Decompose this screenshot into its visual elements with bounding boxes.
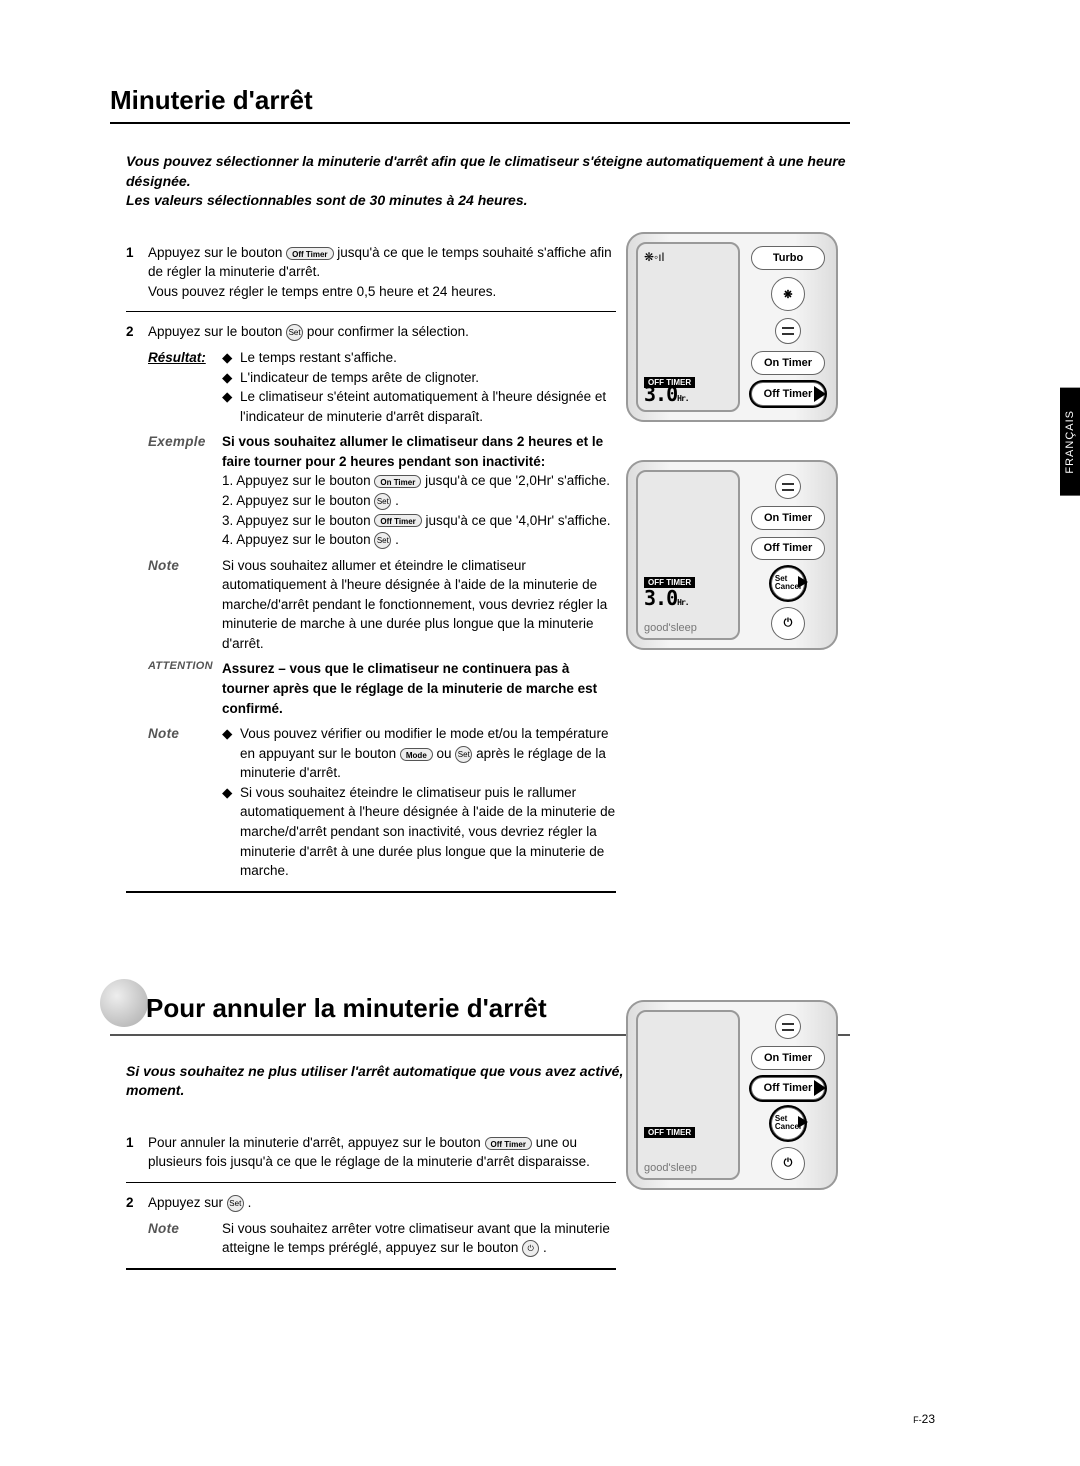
- goodsleep-label: good'sleep: [644, 622, 697, 634]
- offtimer-icon: Off Timer: [286, 247, 333, 260]
- bullet-icon: ◆: [222, 387, 234, 426]
- exemple-label: Exemple: [148, 432, 222, 549]
- remote-illustration-1: ❋◦ıl OFF TIMER 3.0Hr. Turbo ❋ On Timer O…: [626, 232, 838, 422]
- ontimer-button[interactable]: On Timer: [751, 351, 825, 375]
- text: Appuyez sur le bouton: [148, 245, 286, 260]
- ontimer-button[interactable]: On Timer: [751, 506, 825, 529]
- section1-intro: Vous pouvez sélectionner la minuterie d'…: [126, 152, 850, 211]
- step-body: Appuyez sur le bouton Set pour confirmer…: [148, 322, 616, 880]
- power-button[interactable]: ⏻: [771, 1147, 805, 1180]
- pointer-icon: [798, 576, 808, 588]
- note-label: Note: [148, 1219, 222, 1258]
- step-number: 1: [126, 1133, 148, 1172]
- intro-line2: Les valeurs sélectionnables sont de 30 m…: [126, 191, 850, 211]
- fan-icon: ❋◦ıl: [644, 250, 732, 264]
- text: 2. Appuyez sur le bouton: [222, 493, 374, 508]
- swing-button[interactable]: [775, 474, 801, 499]
- goodsleep-label: good'sleep: [644, 1162, 697, 1174]
- text: L'indicateur de temps arête de clignoter…: [240, 368, 479, 388]
- text: pour confirmer la sélection.: [307, 324, 469, 339]
- set-icon: Set: [286, 324, 303, 341]
- text: Appuyez sur le bouton: [148, 324, 286, 339]
- step-1b: 1 Pour annuler la minuterie d'arrêt, app…: [126, 1123, 616, 1183]
- exemple-heading: Si vous souhaitez allumer le climatiseur…: [222, 432, 616, 471]
- remote-screen: OFF TIMER good'sleep: [636, 1010, 740, 1180]
- remote-screen: OFF TIMER 3.0Hr. good'sleep: [636, 470, 740, 640]
- intro-line1: Vous pouvez sélectionner la minuterie d'…: [126, 152, 850, 191]
- attention-label: ATTENTION: [148, 659, 222, 718]
- digital-time: 3.0Hr.: [644, 382, 689, 406]
- note-label: Note: [148, 724, 222, 881]
- fan-button[interactable]: ❋: [771, 277, 805, 311]
- text: .: [543, 1240, 547, 1255]
- bullet-icon: ◆: [222, 724, 234, 783]
- text: Le climatiseur s'éteint automatiquement …: [240, 387, 616, 426]
- set-icon: Set: [227, 1195, 244, 1212]
- bullet-icon: ◆: [222, 348, 234, 368]
- text: Pour annuler la minuterie d'arrêt, appuy…: [148, 1135, 485, 1150]
- set-icon: Set: [374, 493, 391, 510]
- mode-icon: Mode: [400, 748, 433, 761]
- page-number: F-23: [913, 1412, 935, 1426]
- set-icon: Set: [455, 746, 472, 763]
- note-text: Si vous souhaitez allumer et éteindre le…: [222, 556, 616, 654]
- text: jusqu'à ce que '4,0Hr' s'affiche.: [422, 513, 611, 528]
- text: Vous pouvez régler le temps entre 0,5 he…: [148, 282, 616, 302]
- text: .: [248, 1195, 252, 1210]
- offtimer-icon: Off Timer: [485, 1137, 532, 1150]
- step-body: Appuyez sur le bouton Off Timer jusqu'à …: [148, 243, 616, 302]
- text: Appuyez sur: [148, 1195, 227, 1210]
- remote-screen: ❋◦ıl OFF TIMER 3.0Hr.: [636, 242, 740, 412]
- text: jusqu'à ce que '2,0Hr' s'affiche.: [421, 473, 610, 488]
- text: 3. Appuyez sur le bouton: [222, 513, 374, 528]
- offtimer-icon: Off Timer: [374, 514, 421, 527]
- power-icon: ⏻: [522, 1240, 539, 1257]
- step-1: 1 Appuyez sur le bouton Off Timer jusqu'…: [126, 233, 616, 313]
- power-button[interactable]: ⏻: [771, 607, 805, 640]
- resultat-label: Résultat:: [148, 348, 222, 426]
- remote-illustration-3: OFF TIMER good'sleep On Timer Off Timer …: [626, 1000, 838, 1190]
- language-tab: FRANÇAIS: [1060, 388, 1080, 496]
- pointer-icon: [798, 1116, 808, 1128]
- set-cancel-button[interactable]: Set Cancel: [771, 567, 805, 600]
- text: .: [391, 532, 399, 547]
- text: Le temps restant s'affiche.: [240, 348, 397, 368]
- text: 1. Appuyez sur le bouton: [222, 473, 374, 488]
- set-icon: Set: [374, 532, 391, 549]
- offtimer-button[interactable]: Off Timer: [751, 1077, 825, 1100]
- section1-title: Minuterie d'arrêt: [110, 85, 850, 124]
- off-timer-display: OFF TIMER: [644, 1127, 695, 1138]
- bullet-icon: ◆: [222, 368, 234, 388]
- turbo-button[interactable]: Turbo: [751, 246, 825, 270]
- step-number: 2: [126, 322, 148, 880]
- pointer-icon: [814, 1080, 826, 1096]
- step-number: 1: [126, 243, 148, 302]
- text: Si vous souhaitez arrêter votre climatis…: [222, 1221, 610, 1256]
- step-2b: 2 Appuyez sur Set . Note Si vous souhait…: [126, 1183, 616, 1270]
- swing-button[interactable]: [775, 1014, 801, 1039]
- digital-time: 3.0Hr.: [644, 586, 689, 610]
- set-cancel-button[interactable]: Set Cancel: [771, 1107, 805, 1140]
- ontimer-button[interactable]: On Timer: [751, 1046, 825, 1069]
- pointer-icon: [814, 386, 826, 402]
- note-label: Note: [148, 556, 222, 654]
- ontimer-icon: On Timer: [374, 475, 421, 488]
- text: ou: [437, 746, 456, 761]
- text: .: [391, 493, 399, 508]
- remote-illustration-2: OFF TIMER 3.0Hr. good'sleep On Timer Off…: [626, 460, 838, 650]
- swing-button[interactable]: [775, 318, 801, 344]
- step-number: 2: [126, 1193, 148, 1258]
- bullet-icon: ◆: [222, 783, 234, 881]
- attention-text: Assurez – vous que le climatiseur ne con…: [222, 659, 616, 718]
- step-2: 2 Appuyez sur le bouton Set pour confirm…: [126, 312, 616, 892]
- offtimer-button[interactable]: Off Timer: [751, 382, 825, 406]
- text: 4. Appuyez sur le bouton: [222, 532, 374, 547]
- offtimer-button[interactable]: Off Timer: [751, 537, 825, 560]
- text: Si vous souhaitez éteindre le climatiseu…: [240, 783, 616, 881]
